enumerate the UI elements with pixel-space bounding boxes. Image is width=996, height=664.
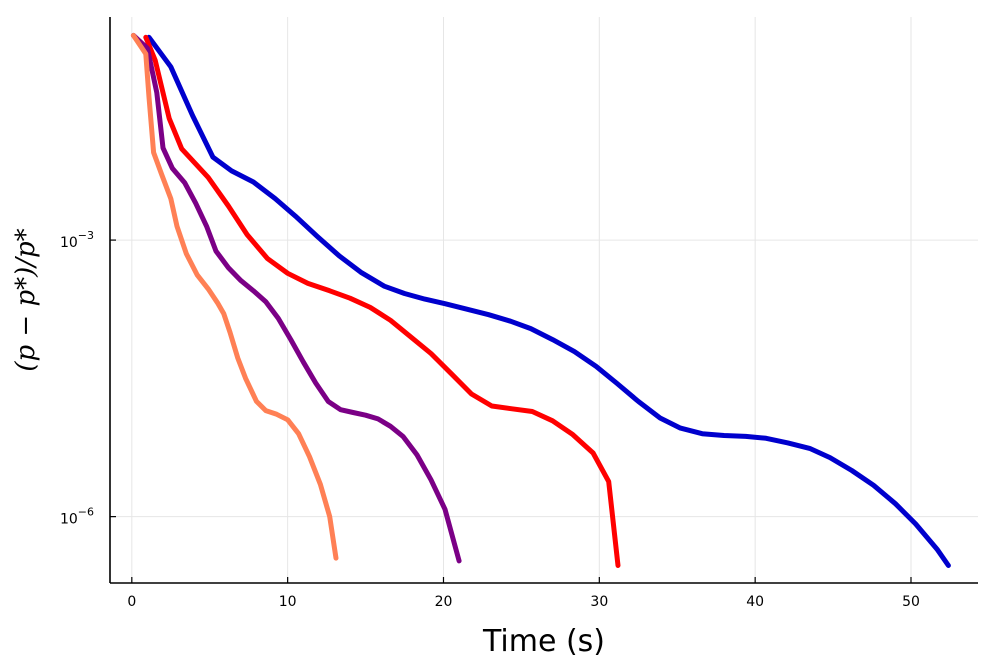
x-ticks: 0 10 20 30 40 50 <box>127 577 920 610</box>
series-layer <box>130 32 951 568</box>
axes <box>109 17 978 584</box>
y-ticks: 10−310−6 <box>60 229 116 528</box>
y-tick-label: 10−6 <box>60 506 94 528</box>
y-tick-label: 10−3 <box>60 229 94 251</box>
x-tick-label: 30 <box>590 594 608 610</box>
x-tick-label: 20 <box>435 594 453 610</box>
x-tick-label: 10 <box>279 594 297 610</box>
y-axis-title: (p − p*)/p* <box>11 228 41 371</box>
x-tick-label: 50 <box>902 594 920 610</box>
grid <box>110 17 978 583</box>
x-tick-label: 40 <box>746 594 764 610</box>
y-tick-exponent: −3 <box>78 229 94 242</box>
series-line-red <box>143 34 621 568</box>
x-tick-label: 0 <box>127 594 136 610</box>
y-tick-base: 10 <box>60 512 78 528</box>
series-line-blue <box>146 34 951 568</box>
series-line-orange <box>130 32 339 561</box>
y-tick-exponent: −6 <box>78 506 94 519</box>
series-line-purple <box>130 32 462 564</box>
x-axis-title: Time (s) <box>482 624 605 659</box>
y-tick-base: 10 <box>60 235 78 251</box>
